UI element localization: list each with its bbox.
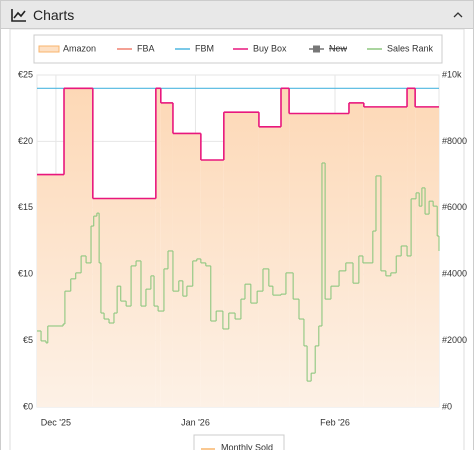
y2-tick-label: #6000 (442, 202, 467, 212)
amazon-area (37, 174, 65, 407)
legend-swatch (38, 45, 60, 53)
legend-label[interactable]: Sales Rank (387, 43, 434, 53)
amazon-area (92, 198, 156, 407)
amazon-area (289, 113, 349, 408)
legend-label[interactable]: FBM (195, 43, 214, 53)
y2-tick-label: #4000 (442, 269, 467, 279)
amazon-area (363, 106, 408, 407)
legend-label[interactable]: Amazon (63, 43, 96, 53)
amazon-area (280, 88, 290, 407)
legend-box (193, 434, 285, 450)
amazon-area (415, 106, 439, 407)
x-tick-label: Dec '25 (41, 417, 71, 427)
amazon-area (223, 112, 259, 408)
y2-tick-label: #0 (442, 401, 452, 411)
legend-label[interactable]: FBA (137, 43, 155, 53)
amazon-area (258, 126, 281, 408)
amazon-area (200, 159, 224, 407)
y-tick-label: €20 (18, 136, 33, 146)
panel-title: Charts (33, 6, 75, 23)
legend-label[interactable]: Buy Box (253, 43, 287, 53)
amazon-area (160, 102, 173, 407)
y-tick-label: €10 (18, 269, 33, 279)
chart-icon (11, 8, 26, 22)
amazon-area (348, 102, 364, 407)
x-tick-label: Jan '26 (181, 417, 210, 427)
y2-tick-label: #2000 (442, 335, 467, 345)
legend-marker (313, 45, 320, 53)
y-tick-label: €25 (18, 69, 33, 79)
x-tick-label: Feb '26 (320, 417, 350, 427)
legend-label: Monthly Sold (221, 442, 273, 450)
y-tick-label: €15 (18, 202, 33, 212)
amazon-area (64, 88, 93, 407)
y2-tick-label: #8000 (442, 136, 467, 146)
chart: €0 €5 €10 €15 €20 €25 #0 #2000 #4000 #6000 #8000 #1… (9, 29, 467, 450)
y-tick-label: €5 (23, 335, 33, 345)
panel-header[interactable]: Charts (1, 1, 473, 29)
y-tick-label: €0 (23, 401, 33, 411)
amazon-area (155, 88, 161, 407)
y2-tick-label: #10k (442, 69, 462, 79)
legend-label[interactable]: New (329, 43, 348, 53)
amazon-area (172, 133, 201, 407)
collapse-caret[interactable] (453, 11, 463, 19)
